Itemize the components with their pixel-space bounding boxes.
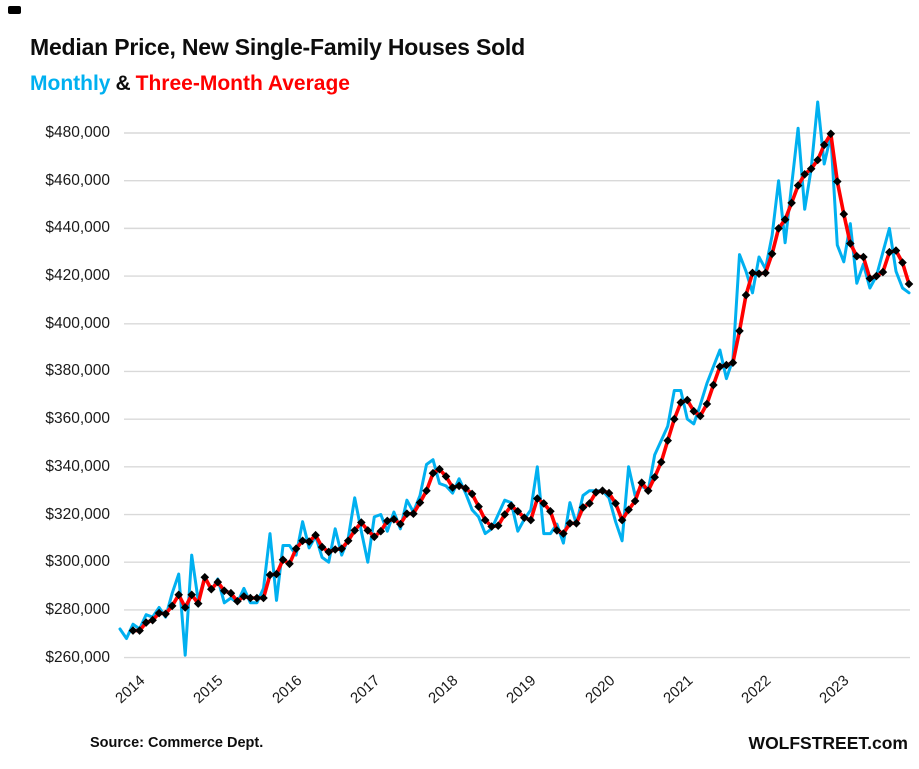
y-axis-label: $300,000 — [45, 553, 110, 571]
legend-monthly-label: Monthly — [30, 72, 111, 95]
y-axis-label: $480,000 — [45, 124, 110, 141]
brand-wordmark: WOLFSTREET.com — [748, 733, 908, 753]
legend: Monthly & Three-Month Average — [30, 72, 350, 96]
legend-ampersand: & — [115, 72, 131, 95]
y-axis-label: $360,000 — [45, 410, 110, 428]
y-axis-label: $420,000 — [45, 267, 110, 285]
corner-mark — [8, 6, 21, 14]
source-note: Source: Commerce Dept. — [90, 735, 264, 751]
y-axis-label: $340,000 — [45, 457, 110, 475]
y-axis-label: $440,000 — [45, 219, 110, 237]
y-axis-label: $460,000 — [45, 171, 110, 189]
page-title: Median Price, New Single-Family Houses S… — [30, 34, 525, 60]
legend-average-label: Three-Month Average — [135, 72, 350, 95]
y-axis-label: $320,000 — [45, 505, 110, 523]
three-month-average-markers — [128, 129, 914, 635]
y-axis-label: $400,000 — [45, 314, 110, 332]
y-axis-label: $380,000 — [45, 362, 110, 380]
y-axis-label: $280,000 — [45, 600, 110, 618]
y-axis-label: $260,000 — [45, 648, 110, 666]
